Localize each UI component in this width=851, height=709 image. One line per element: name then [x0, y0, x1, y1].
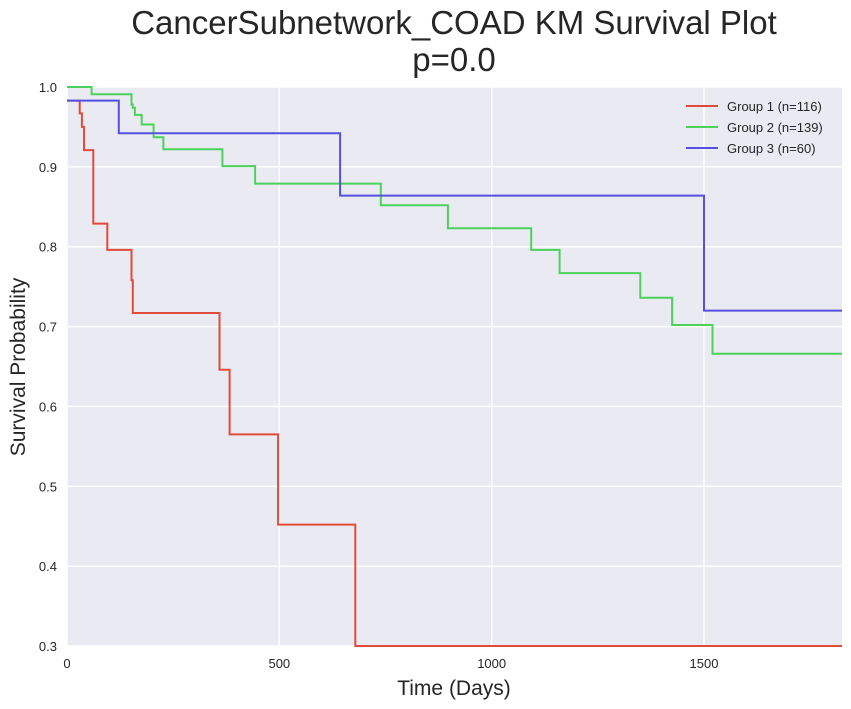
- y-tick-label: 0.8: [39, 240, 57, 255]
- y-tick-label: 0.9: [39, 160, 57, 175]
- legend-label: Group 1 (n=116): [727, 99, 822, 114]
- legend-label: Group 3 (n=60): [727, 141, 816, 156]
- x-axis-label: Time (Days): [397, 677, 511, 700]
- chart-subtitle: p=0.0: [412, 41, 496, 78]
- x-tick-label: 1500: [690, 656, 719, 671]
- series-line-group-1: [67, 99, 842, 647]
- plot-area: [67, 87, 842, 646]
- x-tick-label: 1000: [477, 656, 506, 671]
- y-tick-label: 0.6: [39, 399, 57, 414]
- y-tick-label: 0.7: [39, 320, 57, 335]
- series-line-group-2: [67, 86, 842, 355]
- series-line-group-3: [67, 99, 842, 312]
- y-tick-label: 0.5: [39, 479, 57, 494]
- y-tick-label: 0.3: [39, 639, 57, 654]
- y-axis-label: Survival Probability: [7, 277, 30, 456]
- chart-title: CancerSubnetwork_COAD KM Survival Plot: [131, 4, 777, 41]
- series-group: [67, 86, 842, 647]
- x-tick-label: 0: [63, 656, 70, 671]
- y-tick-label: 1.0: [39, 80, 57, 95]
- legend-label: Group 2 (n=139): [727, 120, 823, 135]
- legend: Group 1 (n=116) Group 2 (n=139) Group 3 (n…: [686, 99, 823, 156]
- tick-labels: 0 500 1000 1500 0.3 0.4 0.5 0.6 0.7 0.8 0.9 1.0: [39, 80, 719, 671]
- x-tick-label: 500: [268, 656, 290, 671]
- y-tick-label: 0.4: [39, 559, 57, 574]
